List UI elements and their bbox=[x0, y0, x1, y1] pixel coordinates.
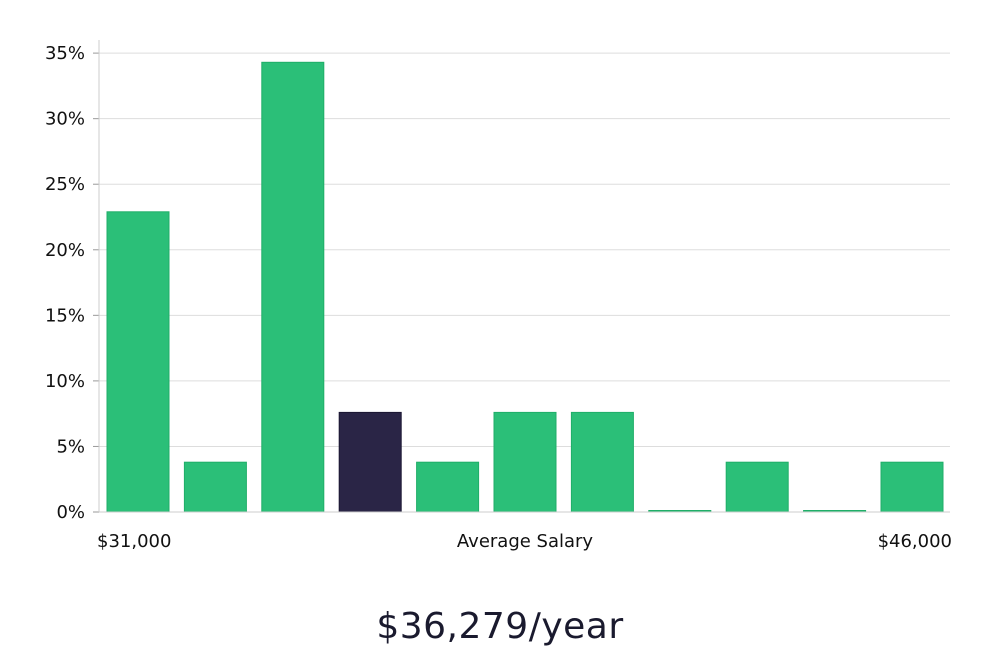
bar-highlighted-4 bbox=[338, 411, 402, 513]
bars bbox=[106, 61, 944, 513]
y-tick-label: 0% bbox=[56, 502, 85, 523]
y-tick-label: 15% bbox=[45, 305, 85, 326]
bar-2 bbox=[183, 461, 247, 513]
x-axis-title: Average Salary bbox=[457, 531, 594, 552]
y-tick-label: 5% bbox=[56, 436, 85, 457]
bar-9 bbox=[725, 461, 789, 513]
y-tick-label: 20% bbox=[45, 240, 85, 261]
y-tick-label: 25% bbox=[45, 174, 85, 195]
bar-3 bbox=[261, 61, 325, 513]
y-tick-label: 35% bbox=[45, 43, 85, 64]
bar-6 bbox=[493, 411, 557, 513]
x-min-label: $31,000 bbox=[97, 531, 171, 552]
gridlines bbox=[99, 52, 950, 447]
bar-1 bbox=[106, 211, 170, 513]
x-max-label: $46,000 bbox=[878, 531, 952, 552]
average-salary-headline: $36,279/year bbox=[376, 606, 624, 647]
bar-5 bbox=[416, 461, 480, 513]
bar-11 bbox=[880, 461, 944, 513]
y-axis-ticks: 0% 5% 10% 15% 20% 25% 30% 35% bbox=[45, 43, 99, 523]
salary-histogram-chart: 0% 5% 10% 15% 20% 25% 30% 35% $31,000 Average S… bbox=[45, 40, 952, 552]
y-tick-label: 30% bbox=[45, 109, 85, 130]
bar-7 bbox=[570, 411, 634, 513]
y-tick-label: 10% bbox=[45, 371, 85, 392]
